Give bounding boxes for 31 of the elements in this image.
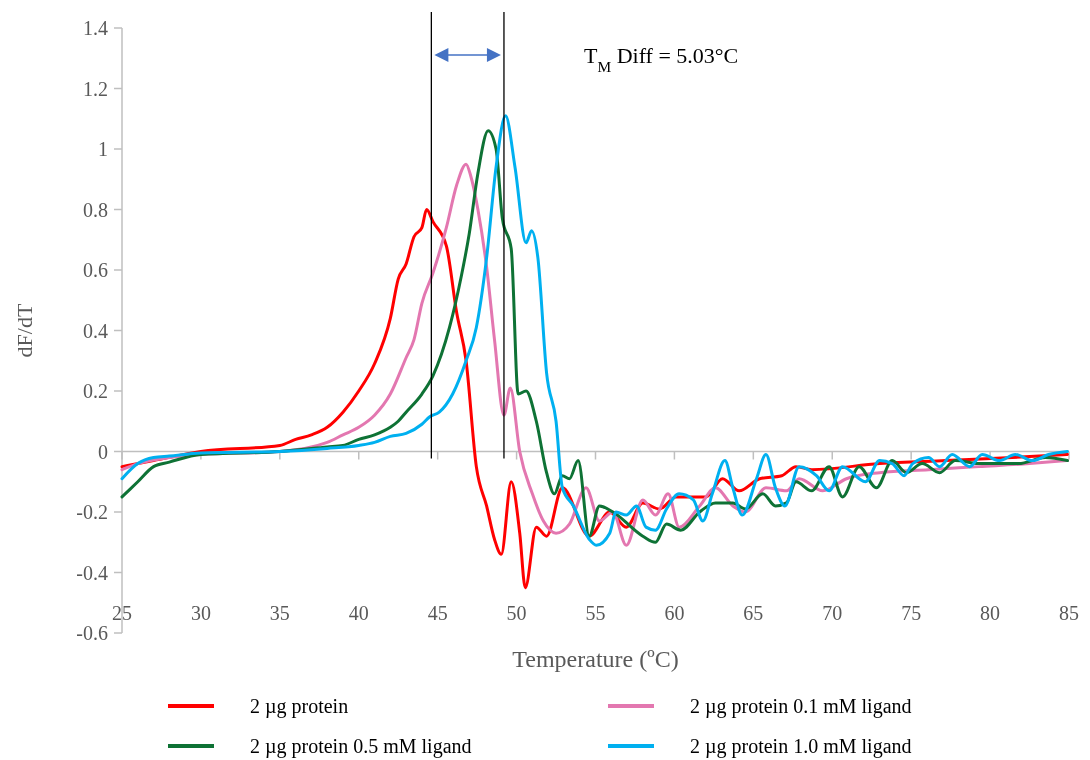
- x-tick-label: 85: [1059, 602, 1079, 624]
- y-tick-label: 0.6: [83, 259, 108, 281]
- y-tick-label: -0.6: [76, 622, 108, 644]
- x-tick-label: 55: [585, 602, 606, 624]
- annotation: T$_{M}$ Diff = 5.03°C: [584, 43, 739, 75]
- x-tick-label: 60: [664, 602, 685, 624]
- legend-label: 2 µg protein 0.5 mM ligand: [250, 735, 472, 758]
- y-tick-label: 0.2: [83, 380, 108, 402]
- x-tick-label: 75: [901, 602, 922, 624]
- x-tick-label: 30: [190, 602, 211, 624]
- y-tick-label: 0.8: [83, 198, 108, 221]
- x-axis-title: Temperature (ºC): [512, 646, 679, 672]
- x-tick-label: 80: [980, 602, 1001, 624]
- y-tick-label: 1.4: [83, 17, 108, 39]
- x-tick-label: 65: [743, 602, 764, 624]
- y-tick-label: 1: [98, 138, 108, 160]
- y-axis-title: dF/dT: [12, 303, 37, 358]
- x-tick-label: 70: [822, 602, 843, 624]
- y-tick-label: 0: [98, 440, 108, 463]
- x-tick-label: 40: [348, 602, 369, 624]
- y-tick-label: 0.4: [83, 319, 108, 342]
- y-tick-label: 1.2: [83, 77, 108, 100]
- y-tick-label: -0.2: [76, 501, 108, 523]
- legend-label: 2 µg protein 0.1 mM ligand: [690, 695, 912, 718]
- legend-label: 2 µg protein 1.0 mM ligand: [690, 735, 912, 758]
- legend-label: 2 µg protein: [250, 695, 349, 718]
- y-tick-label: -0.4: [76, 561, 108, 584]
- x-tick-label: 50: [506, 602, 527, 624]
- x-tick-label: 25: [112, 602, 132, 624]
- x-tick-label: 45: [427, 602, 448, 624]
- x-tick-label: 35: [269, 602, 290, 624]
